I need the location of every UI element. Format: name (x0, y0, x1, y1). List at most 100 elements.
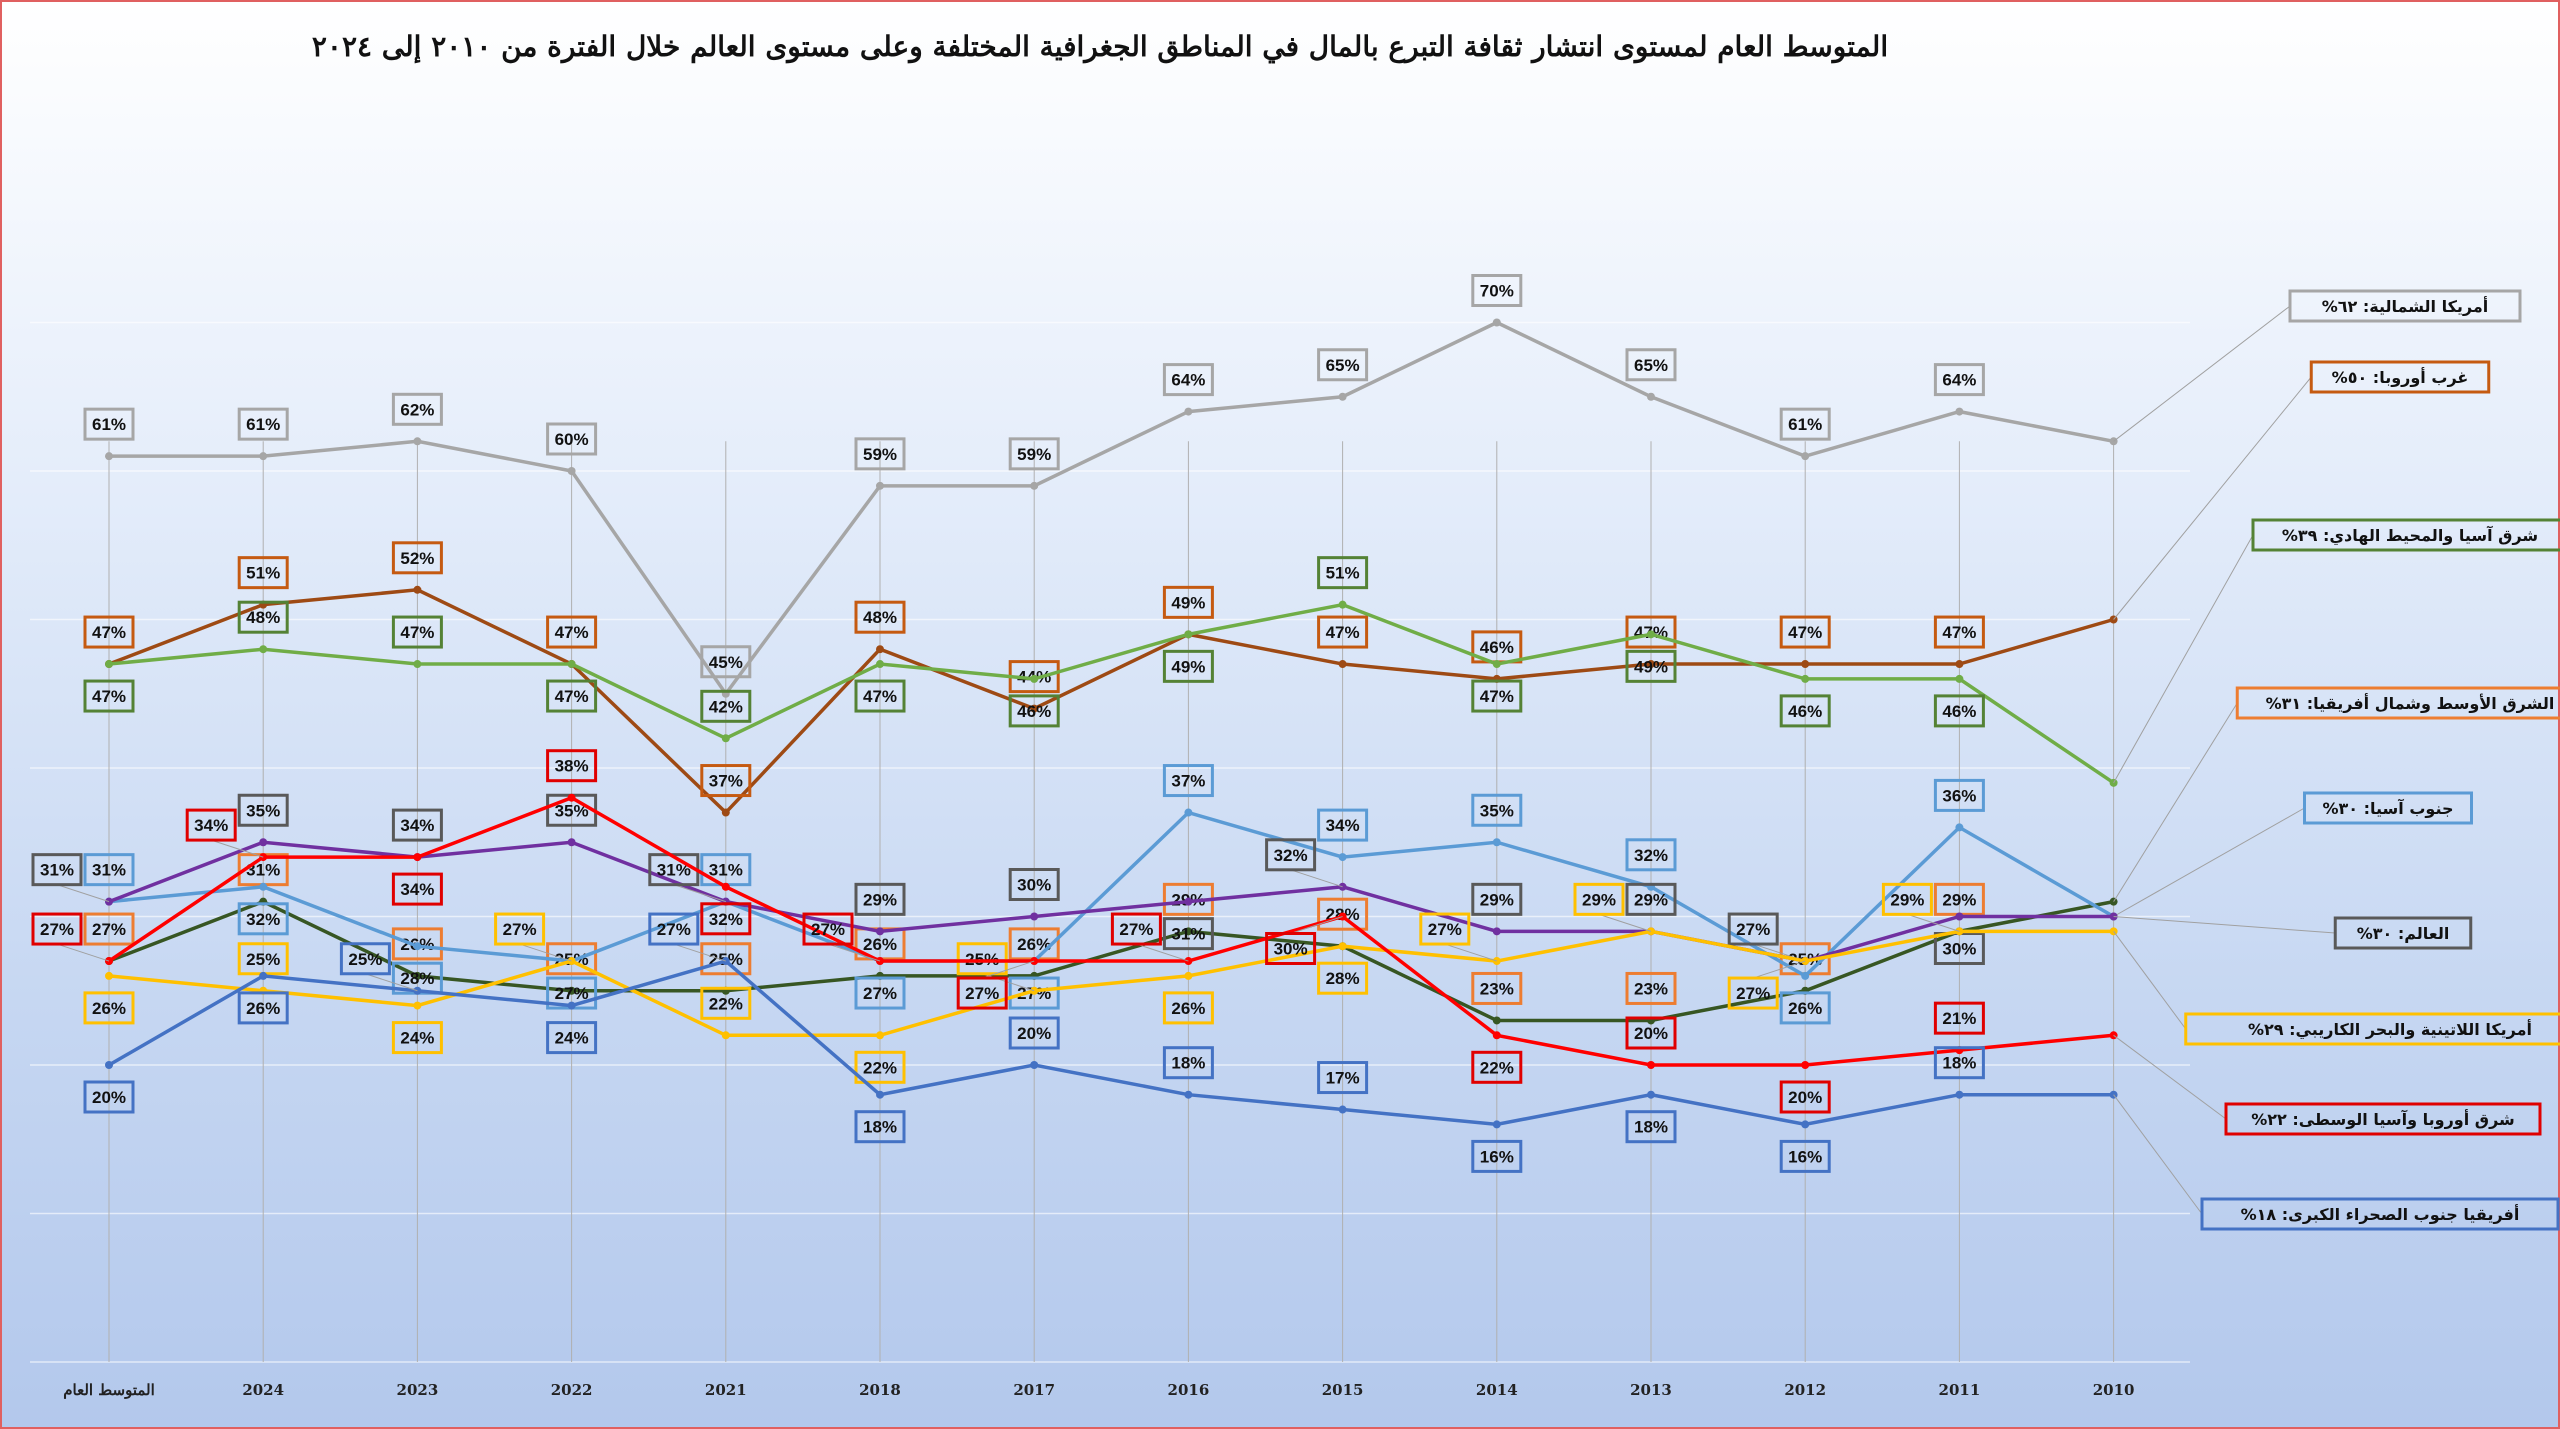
data-label: 31% (246, 861, 280, 880)
data-point (1647, 1090, 1655, 1099)
data-label: 31% (92, 861, 126, 880)
data-label-box (237, 407, 289, 441)
series-line (108, 588, 2115, 816)
legend-label: جنوب آسيا: ٣٠% (2322, 798, 2453, 818)
data-label: 20% (1788, 1088, 1822, 1107)
series-3: الشرق الأوسط وشمال أفريقيا: ٣١% 27% 31% 26%… (83, 686, 2560, 1025)
data-label-box (237, 793, 289, 827)
data-label-box (1008, 976, 1060, 1010)
data-label: 47% (1326, 623, 1360, 642)
chart-title: المتوسط العام لمستوى انتشار ثقافة التبرع… (311, 30, 1889, 63)
data-label-leader (56, 884, 110, 903)
data-label-box (1779, 1080, 1831, 1114)
data-label-leader (1290, 869, 1343, 888)
data-point (1647, 660, 1655, 669)
data-point (567, 838, 576, 847)
data-point (567, 793, 576, 802)
data-label: 64% (1171, 371, 1205, 390)
series-4: جنوب آسيا: ٣٠% 31% 32% 28% 27% 31% 27% 27% 37% 34… (83, 764, 2473, 1025)
data-point (1184, 897, 1193, 906)
legend-leader-line (2113, 931, 2187, 1030)
data-point (105, 971, 113, 980)
data-label-box (1881, 882, 1933, 916)
data-label-box (854, 679, 906, 713)
data-label: 47% (555, 687, 589, 706)
data-label-box (648, 912, 700, 946)
series-line (108, 602, 2115, 785)
legend-leader-line (2113, 534, 2254, 784)
data-point (1647, 1061, 1655, 1069)
series-line (108, 929, 2114, 1038)
legend-leader-line (2113, 807, 2305, 917)
data-point (105, 1061, 113, 1069)
data-label-box (1933, 694, 1985, 728)
data-label-box (1625, 882, 1677, 916)
data-label-box (1162, 585, 1214, 619)
data-point (876, 645, 884, 654)
x-tick-label: 2016 (1168, 1381, 1210, 1399)
data-label-box (1625, 615, 1677, 649)
data-point (1030, 674, 1039, 683)
x-tick-label: 2011 (1939, 1381, 1981, 1399)
data-point (1492, 1031, 1501, 1040)
data-label: 29% (863, 890, 897, 909)
legend-box (2288, 289, 2522, 323)
data-label-box (1625, 649, 1677, 683)
data-label: 60% (555, 430, 589, 449)
data-point (1184, 1090, 1193, 1099)
legend-label: غرب أوروبا: ٥٠% (2332, 367, 2469, 387)
data-point (1492, 1120, 1501, 1129)
x-tick-label: 2014 (1476, 1381, 1518, 1399)
data-point (1338, 1105, 1347, 1114)
data-point (259, 838, 268, 847)
data-label-box (1471, 882, 1523, 916)
data-point (105, 452, 113, 461)
data-label-box (700, 986, 752, 1020)
data-label-box (1162, 363, 1214, 397)
data-label-box (339, 942, 391, 976)
data-label: 61% (246, 415, 280, 434)
data-point (413, 437, 422, 446)
data-label-box (854, 976, 906, 1010)
data-point (259, 971, 268, 980)
data-label: 52% (400, 549, 434, 568)
data-point (1030, 481, 1039, 490)
data-label-box (1317, 961, 1369, 995)
data-label: 27% (92, 920, 126, 939)
data-label: 18% (1942, 1054, 1976, 1073)
data-label-box (700, 764, 752, 798)
data-label: 48% (863, 608, 897, 627)
data-label: 46% (1942, 702, 1976, 721)
data-label: 59% (863, 445, 897, 464)
data-label-box (854, 1110, 906, 1144)
data-label: 49% (1171, 593, 1205, 612)
legend-leader-line (2113, 702, 2238, 902)
data-label-box (391, 1021, 443, 1055)
series-line (108, 810, 2115, 979)
data-label: 26% (92, 999, 126, 1018)
data-point (1801, 674, 1810, 683)
data-label: 47% (400, 623, 434, 642)
data-label: 37% (709, 772, 743, 791)
data-label-box (391, 872, 443, 906)
data-label: 25% (965, 950, 999, 969)
data-label: 28% (400, 969, 434, 988)
data-label: 47% (92, 623, 126, 642)
data-point (1801, 452, 1810, 461)
data-label: 59% (1017, 445, 1051, 464)
data-label: 65% (1634, 356, 1668, 375)
x-tick-label: المتوسط العام (63, 1381, 155, 1399)
data-label-box (854, 600, 906, 634)
data-point (1338, 853, 1347, 862)
data-label-box (700, 645, 752, 679)
data-label: 21% (1942, 1009, 1976, 1028)
data-point (1801, 660, 1810, 669)
data-label-box (83, 1080, 135, 1114)
data-label: 22% (709, 994, 743, 1013)
series-line (108, 795, 2114, 1067)
data-label-box (391, 392, 443, 426)
data-label-box (802, 912, 854, 946)
series-2: شرق آسيا والمحيط الهادي: ٣٩% 47% 48% 47% 47%… (83, 518, 2560, 787)
data-label: 29% (1480, 890, 1514, 909)
